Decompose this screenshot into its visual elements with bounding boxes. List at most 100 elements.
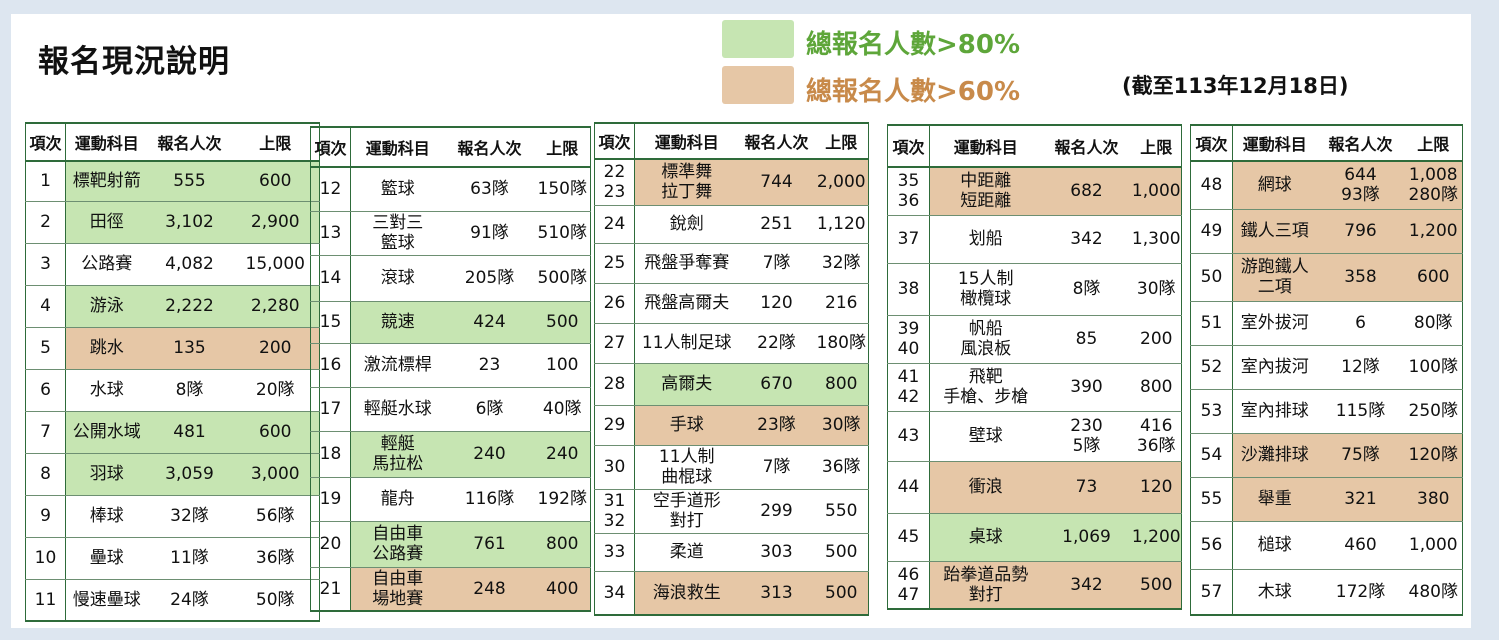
cell-limit: 1,120 — [814, 205, 869, 244]
table-row: 9 棒球 32隊 56隊 — [25, 495, 320, 538]
col-header-count: 報名人次 — [147, 123, 232, 162]
cell-sport: 衝浪 — [929, 461, 1042, 514]
cell-no: 22 23 — [594, 159, 635, 206]
legend-label-green: 總報名人數>80% — [806, 30, 1021, 60]
cell-sport: 柔道 — [634, 533, 739, 572]
cell-sport: 壘球 — [65, 537, 148, 580]
col-header-no: 項次 — [25, 123, 66, 162]
cell-sport: 跆拳道品勢 對打 — [929, 561, 1042, 610]
table-header-row: 項次 運動科目 報名人次 上限 — [887, 125, 1182, 168]
cell-sport: 水球 — [65, 369, 148, 412]
cell-count: 342 — [1041, 561, 1132, 610]
cell-count: 23隊 — [738, 405, 815, 446]
cell-count: 1,069 — [1041, 513, 1132, 562]
table-row: 45 桌球 1,069 1,200 — [887, 513, 1182, 562]
cell-no: 13 — [310, 211, 351, 256]
cell-sport: 輕艇水球 — [350, 387, 445, 432]
cell-count: 3,059 — [147, 453, 232, 496]
cell-no: 3 — [25, 243, 66, 286]
table-row: 54 沙灘排球 75隊 120隊 — [1190, 433, 1463, 478]
cell-limit: 30隊 — [1131, 263, 1182, 316]
cell-no: 27 — [594, 323, 635, 364]
table-row: 13 三對三 籃球 91隊 510隊 — [310, 211, 591, 256]
cell-sport: 划船 — [929, 215, 1042, 264]
cell-no: 37 — [887, 215, 930, 264]
cell-limit: 416 36隊 — [1131, 411, 1182, 462]
cell-count: 8隊 — [147, 369, 232, 412]
table-row: 8 羽球 3,059 3,000 — [25, 453, 320, 496]
table-row: 52 室內拔河 12隊 100隊 — [1190, 345, 1463, 390]
legend-swatch-orange — [722, 66, 794, 104]
cell-limit: 150隊 — [534, 167, 591, 212]
cell-limit: 3,000 — [231, 453, 320, 496]
table-row: 37 划船 342 1,300 — [887, 215, 1182, 264]
cell-no: 17 — [310, 387, 351, 432]
cell-sport: 游跑鐵人 二項 — [1232, 253, 1317, 302]
cell-count: 2,222 — [147, 285, 232, 328]
cell-limit: 600 — [1404, 253, 1463, 302]
cell-no: 33 — [594, 533, 635, 572]
registration-table-2: 項次 運動科目 報名人次 上限 12 籃球 63隊 150隊 13 三對三 籃球 91隊 510隊 14 滾… — [310, 126, 591, 612]
cell-count: 85 — [1041, 315, 1132, 364]
cell-sport: 壁球 — [929, 411, 1042, 462]
cell-limit: 216 — [814, 283, 869, 324]
cell-count: 7隊 — [738, 445, 815, 490]
table-row: 19 龍舟 116隊 192隊 — [310, 477, 591, 522]
col-header-no: 項次 — [887, 125, 930, 168]
cell-count: 321 — [1316, 477, 1405, 522]
cell-count: 116隊 — [444, 477, 535, 522]
cell-sport: 滾球 — [350, 255, 445, 302]
page-title: 報名現況說明 — [38, 44, 230, 80]
table-row: 5 跳水 135 200 — [25, 327, 320, 370]
cell-count: 390 — [1041, 363, 1132, 412]
cell-sport: 棒球 — [65, 495, 148, 538]
cell-count: 22隊 — [738, 323, 815, 364]
cell-sport: 標準舞 拉丁舞 — [634, 159, 739, 206]
cell-no: 15 — [310, 301, 351, 344]
cell-limit: 1,300 — [1131, 215, 1182, 264]
table-row: 28 高爾夫 670 800 — [594, 363, 869, 406]
table-row: 11 慢速壘球 24隊 50隊 — [25, 579, 320, 622]
cell-sport: 室外拔河 — [1232, 301, 1317, 346]
cell-no: 18 — [310, 431, 351, 478]
cell-no: 2 — [25, 201, 66, 244]
cell-limit: 2,900 — [231, 201, 320, 244]
cell-count: 8隊 — [1041, 263, 1132, 316]
cell-count: 32隊 — [147, 495, 232, 538]
cell-count: 73 — [1041, 461, 1132, 514]
cell-count: 670 — [738, 363, 815, 406]
legend-label-orange: 總報名人數>60% — [806, 77, 1021, 107]
cell-no: 51 — [1190, 301, 1233, 346]
cell-count: 682 — [1041, 167, 1132, 216]
cell-no: 28 — [594, 363, 635, 406]
col-header-limit: 上限 — [231, 123, 320, 162]
cell-count: 555 — [147, 161, 232, 202]
cell-limit: 120 — [1131, 461, 1182, 514]
cell-no: 14 — [310, 255, 351, 302]
cell-no: 56 — [1190, 521, 1233, 570]
cell-sport: 木球 — [1232, 569, 1317, 616]
table-row: 34 海浪救生 313 500 — [594, 571, 869, 616]
cell-no: 43 — [887, 411, 930, 462]
col-header-limit: 上限 — [1404, 125, 1463, 162]
cell-sport: 室內拔河 — [1232, 345, 1317, 390]
cell-limit: 550 — [814, 489, 869, 534]
date-note: (截至113年12月18日) — [1122, 74, 1349, 98]
cell-limit: 800 — [534, 521, 591, 568]
cell-limit: 1,200 — [1404, 209, 1463, 254]
cell-count: 4,082 — [147, 243, 232, 286]
cell-no: 26 — [594, 283, 635, 324]
cell-no: 45 — [887, 513, 930, 562]
table-row: 51 室外拔河 6 80隊 — [1190, 301, 1463, 346]
cell-limit: 500 — [534, 301, 591, 344]
registration-table-3: 項次 運動科目 報名人次 上限 22 23 標準舞 拉丁舞 744 2,000 24 銳劍 251 1,1… — [594, 122, 869, 616]
col-header-sport: 運動科目 — [65, 123, 148, 162]
cell-sport: 飛盤高爾夫 — [634, 283, 739, 324]
cell-no: 39 40 — [887, 315, 930, 364]
cell-sport: 室內排球 — [1232, 389, 1317, 434]
cell-no: 29 — [594, 405, 635, 446]
col-header-no: 項次 — [1190, 125, 1233, 162]
cell-limit: 380 — [1404, 477, 1463, 522]
table-row: 27 11人制足球 22隊 180隊 — [594, 323, 869, 364]
cell-sport: 公路賽 — [65, 243, 148, 286]
